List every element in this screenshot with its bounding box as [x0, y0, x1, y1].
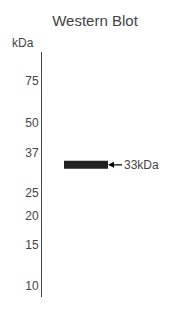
- svg-text:15: 15: [25, 238, 39, 252]
- svg-text:37: 37: [25, 146, 39, 160]
- svg-text:Western Blot: Western Blot: [52, 12, 138, 29]
- svg-text:25: 25: [25, 186, 39, 200]
- svg-text:50: 50: [25, 116, 39, 130]
- svg-text:10: 10: [25, 279, 39, 293]
- svg-text:20: 20: [25, 209, 39, 223]
- svg-text:kDa: kDa: [12, 36, 34, 50]
- svg-text:75: 75: [25, 74, 39, 88]
- svg-text:33kDa: 33kDa: [124, 158, 159, 172]
